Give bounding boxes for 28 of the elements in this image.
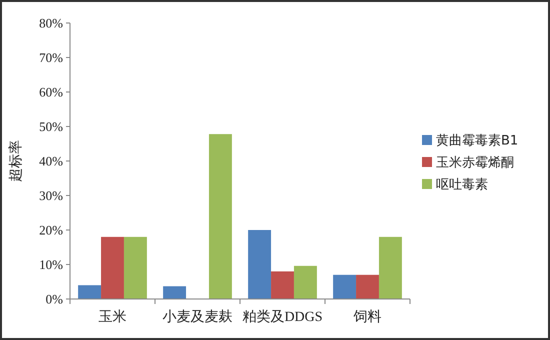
bar	[378, 236, 402, 299]
y-tick-label: 40%	[39, 154, 64, 169]
bar	[271, 271, 294, 299]
bar	[208, 134, 232, 299]
bar	[101, 236, 124, 299]
bar	[333, 274, 356, 299]
bar	[124, 236, 147, 299]
bar	[248, 230, 272, 299]
x-tick-label: 饲料	[352, 309, 382, 325]
legend-label: 玉米赤霉烯酮	[436, 156, 514, 171]
x-tick-label: 小麦及麦麸	[162, 309, 232, 325]
x-tick-label: 玉米	[98, 309, 126, 325]
y-tick-label: 60%	[39, 84, 64, 100]
y-tick-label: 20%	[39, 222, 64, 238]
y-axis-title: 超标率	[8, 140, 24, 182]
legend-label: 呕吐毒素	[436, 178, 488, 193]
y-tick-label: 80%	[39, 16, 64, 31]
x-tick-label: 粕类及DDGS	[242, 309, 323, 325]
bar	[78, 285, 102, 299]
y-tick-label: 30%	[39, 188, 64, 204]
y-tick-label: 70%	[39, 50, 64, 66]
bar	[356, 274, 379, 299]
y-tick-label: 10%	[39, 257, 64, 272]
legend-label: 黄曲霉毒素B1	[436, 134, 518, 149]
y-tick-label: 50%	[39, 119, 64, 134]
bar	[294, 266, 317, 299]
bar	[163, 286, 186, 299]
y-tick-label: 0%	[46, 292, 64, 307]
